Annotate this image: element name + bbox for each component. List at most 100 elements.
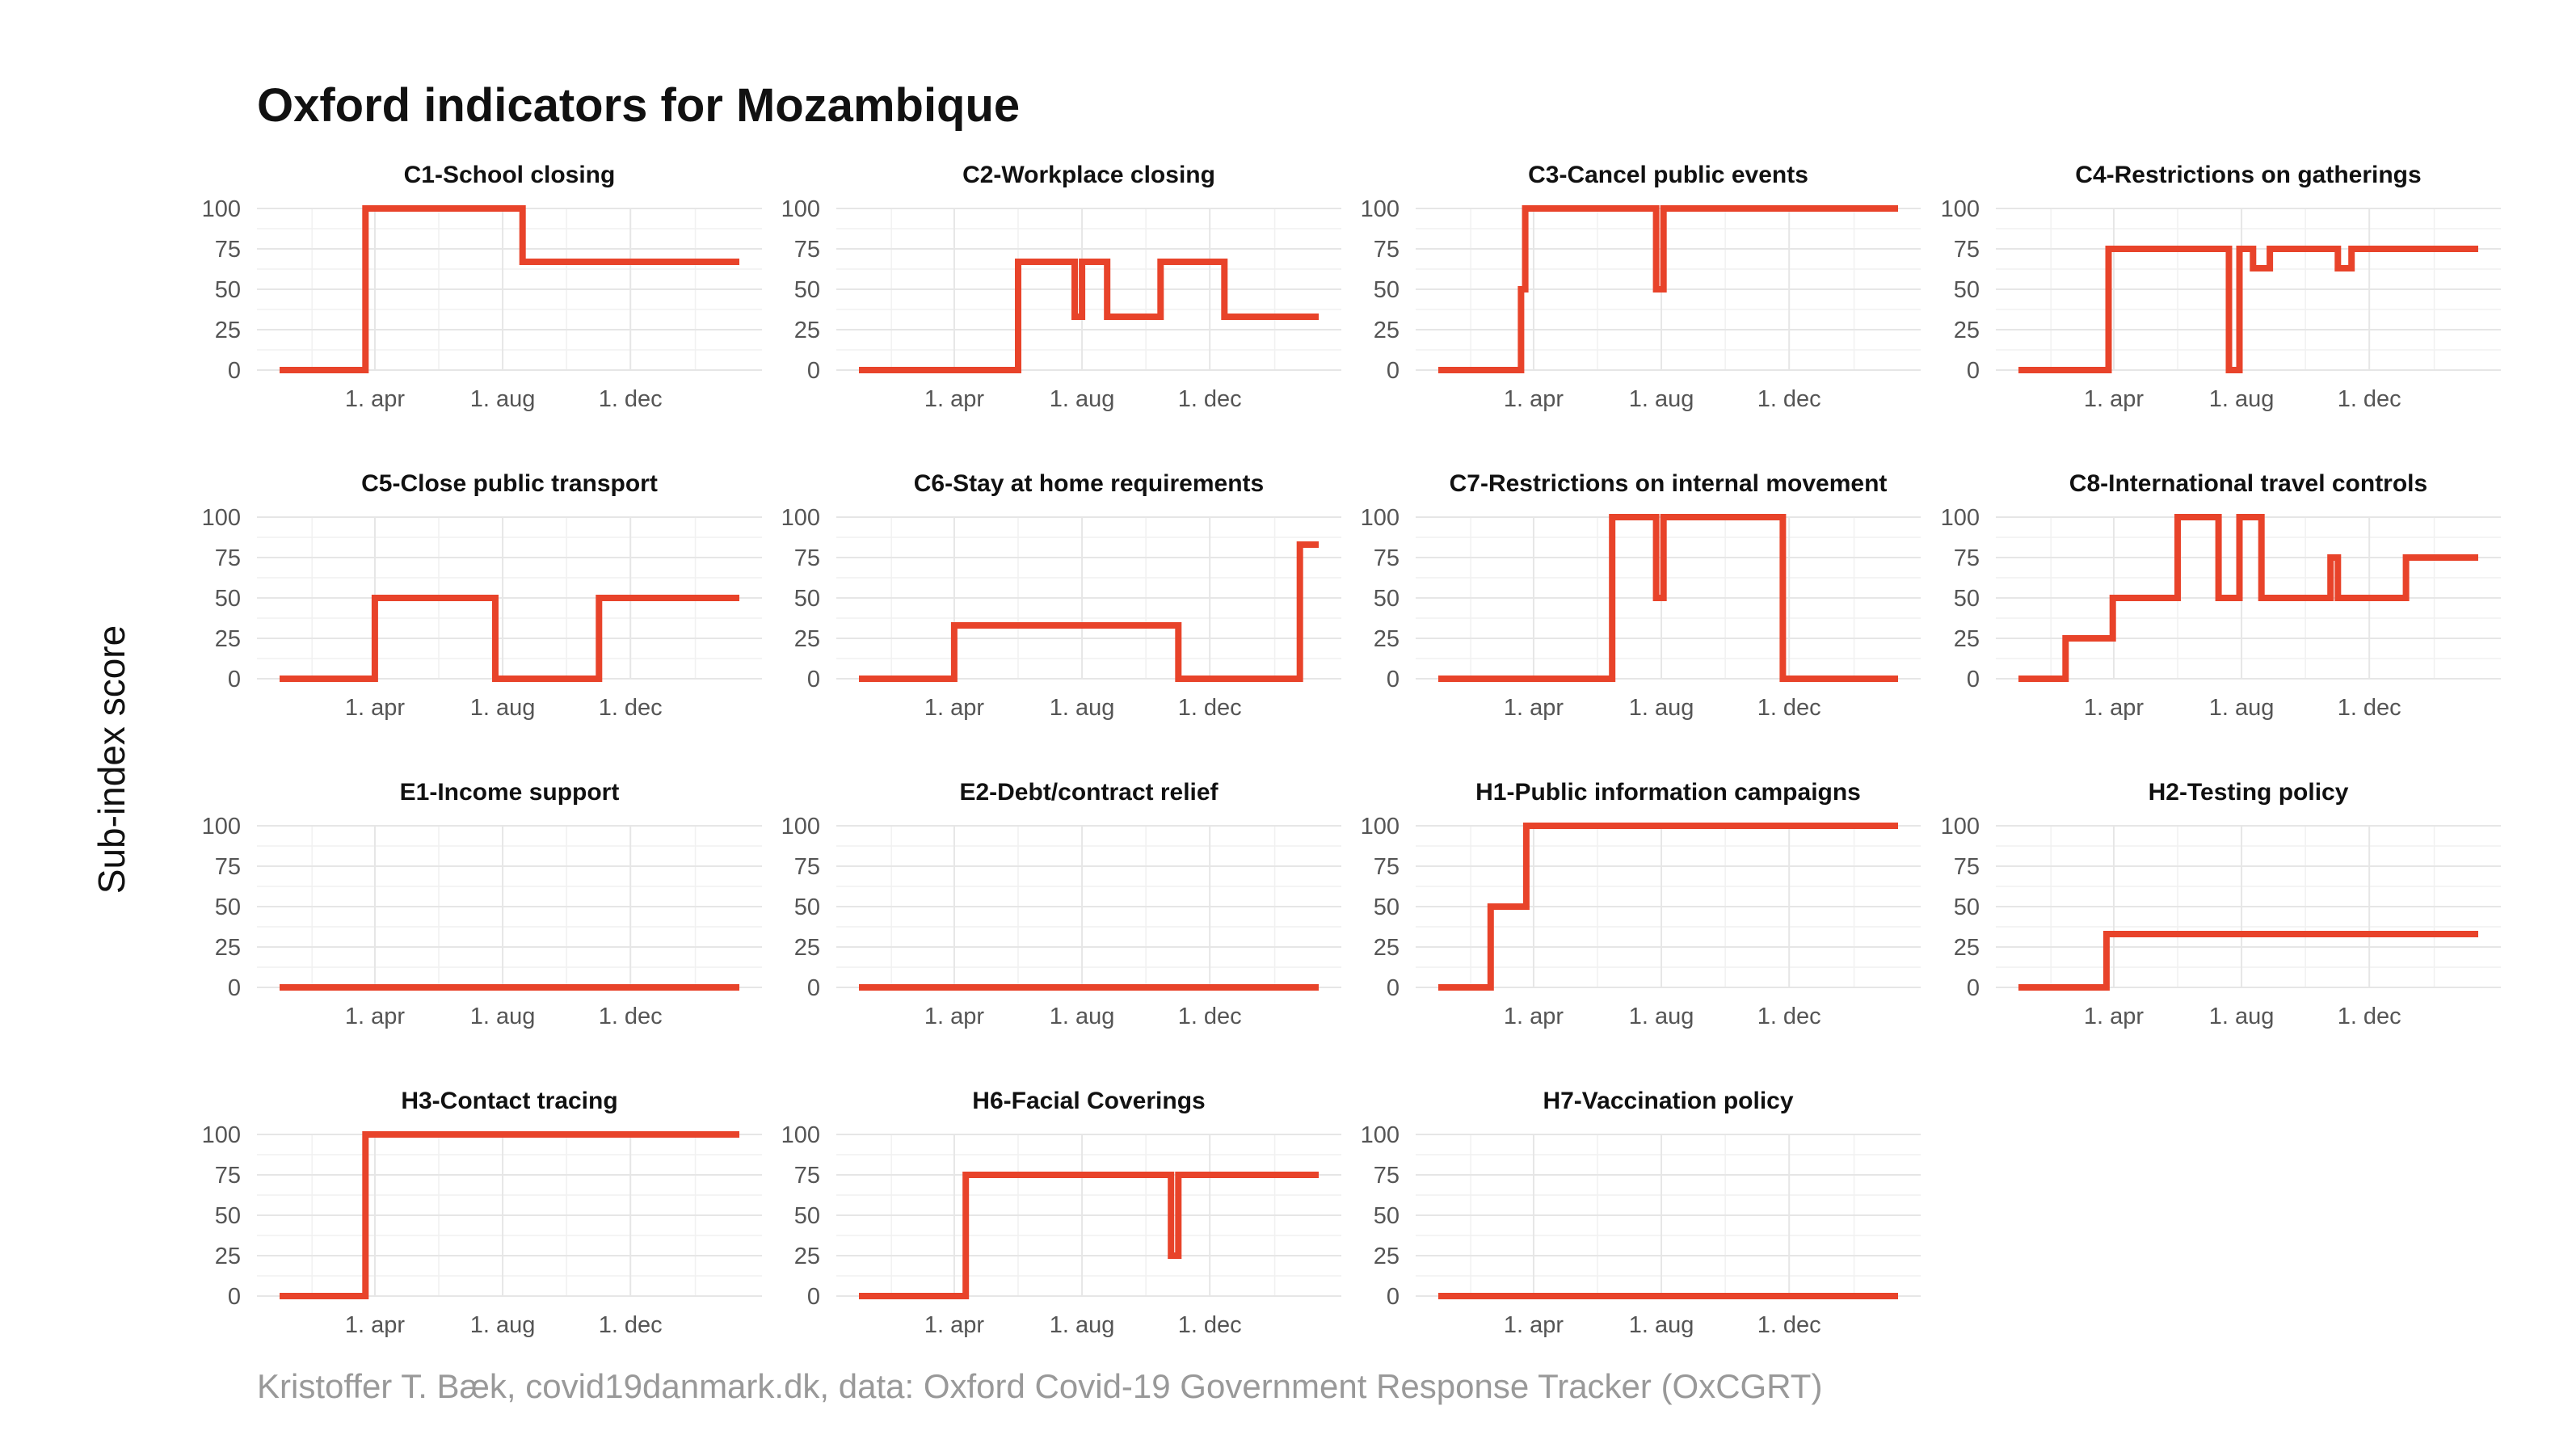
facet-title: C8-International travel controls — [2069, 470, 2427, 497]
x-tick-label: 1. dec — [2338, 695, 2401, 721]
facet-title: H1-Public information campaigns — [1475, 779, 1861, 806]
y-tick-label: 25 — [1954, 318, 1980, 343]
y-tick-label: 0 — [228, 1284, 241, 1310]
series-line — [859, 541, 1319, 682]
y-tick-label: 50 — [215, 586, 241, 612]
facet-panel: H6-Facial Coverings 0 25 50 75 100 1. apr 1. au… — [781, 1088, 1341, 1338]
y-tick-label: 0 — [807, 358, 820, 384]
x-tick-label: 1. aug — [1629, 1004, 1694, 1029]
y-tick-label: 75 — [215, 854, 241, 880]
x-tick-label: 1. aug — [2209, 1004, 2275, 1029]
y-tick-label: 75 — [794, 1163, 820, 1189]
y-tick-label: 75 — [1374, 545, 1400, 571]
chart-title: Oxford indicators for Mozambique — [257, 79, 1021, 132]
x-tick-label: 1. dec — [1757, 695, 1821, 721]
x-tick-label: 1. aug — [1050, 1004, 1115, 1029]
series-line — [2018, 931, 2478, 991]
x-tick-label: 1. dec — [1178, 1312, 1242, 1338]
facet-panel: E2-Debt/contract relief 0 25 50 75 100 1. apr 1… — [781, 779, 1341, 1029]
series-line — [2018, 514, 2478, 682]
facet-panel: C6-Stay at home requirements 0 25 50 75 100 1.… — [781, 470, 1341, 721]
y-tick-label: 25 — [794, 626, 820, 652]
x-tick-label: 1. aug — [1629, 386, 1694, 412]
x-tick-label: 1. apr — [345, 386, 405, 412]
x-tick-label: 1. aug — [2209, 386, 2275, 412]
y-tick-label: 50 — [1954, 586, 1980, 612]
facet-title: E1-Income support — [400, 779, 620, 806]
y-tick-label: 75 — [1374, 237, 1400, 263]
x-tick-label: 1. aug — [470, 695, 536, 721]
y-tick-label: 100 — [1941, 196, 1980, 222]
series-line — [859, 1172, 1319, 1299]
y-tick-label: 100 — [1941, 505, 1980, 531]
facet-panel: C4-Restrictions on gatherings 0 25 50 75 100 1… — [1941, 162, 2501, 412]
y-tick-label: 75 — [215, 1163, 241, 1189]
facet-title: C4-Restrictions on gatherings — [2075, 162, 2421, 188]
x-tick-label: 1. dec — [599, 386, 663, 412]
facet-title: H6-Facial Coverings — [972, 1088, 1205, 1114]
x-tick-label: 1. aug — [2209, 695, 2275, 721]
y-tick-label: 25 — [215, 318, 241, 343]
y-tick-label: 75 — [794, 237, 820, 263]
series-line — [280, 595, 739, 682]
y-tick-label: 100 — [781, 196, 820, 222]
y-tick-label: 75 — [1954, 854, 1980, 880]
x-tick-label: 1. aug — [470, 1004, 536, 1029]
y-tick-label: 50 — [794, 894, 820, 920]
y-tick-label: 100 — [202, 1122, 241, 1148]
y-tick-label: 75 — [215, 545, 241, 571]
x-tick-label: 1. dec — [1178, 1004, 1242, 1029]
y-tick-label: 75 — [794, 854, 820, 880]
x-tick-label: 1. apr — [1504, 695, 1564, 721]
y-tick-label: 0 — [228, 975, 241, 1001]
y-tick-label: 25 — [794, 318, 820, 343]
y-tick-label: 75 — [1954, 545, 1980, 571]
y-tick-label: 50 — [215, 894, 241, 920]
facet-panel: H1-Public information campaigns 0 25 50 75 10… — [1361, 779, 1921, 1029]
y-tick-label: 0 — [228, 667, 241, 692]
x-tick-label: 1. dec — [599, 1004, 663, 1029]
y-tick-label: 0 — [807, 1284, 820, 1310]
x-tick-label: 1. apr — [345, 695, 405, 721]
facet-panel: E1-Income support 0 25 50 75 100 1. apr 1. aug 1… — [202, 779, 762, 1029]
facet-title: H7-Vaccination policy — [1543, 1088, 1793, 1114]
y-tick-label: 50 — [794, 586, 820, 612]
series-line — [1438, 205, 1898, 373]
facet-panel: C1-School closing 0 25 50 75 100 1. apr 1. aug 1… — [202, 162, 762, 412]
facet-panel: C3-Cancel public events 0 25 50 75 100 1. apr 1… — [1361, 162, 1921, 412]
y-tick-label: 75 — [215, 237, 241, 263]
facet-panel: C2-Workplace closing 0 25 50 75 100 1. apr 1. a… — [781, 162, 1341, 412]
y-tick-label: 100 — [1361, 505, 1400, 531]
series-line — [859, 259, 1319, 373]
y-tick-label: 25 — [1374, 626, 1400, 652]
y-tick-label: 0 — [807, 667, 820, 692]
y-tick-label: 100 — [1361, 196, 1400, 222]
y-tick-label: 75 — [794, 545, 820, 571]
x-tick-label: 1. apr — [924, 1004, 984, 1029]
y-tick-label: 50 — [1374, 586, 1400, 612]
facet-panel: C8-International travel controls 0 25 50 75 1… — [1941, 470, 2501, 721]
y-tick-label: 25 — [215, 935, 241, 961]
facet-title: H2-Testing policy — [2149, 779, 2349, 806]
y-tick-label: 50 — [1374, 894, 1400, 920]
y-tick-label: 0 — [1967, 358, 1980, 384]
series-line — [280, 1131, 739, 1299]
facet-title: C2-Workplace closing — [962, 162, 1215, 188]
x-tick-label: 1. apr — [2084, 386, 2144, 412]
y-tick-label: 75 — [1374, 854, 1400, 880]
y-tick-label: 25 — [1374, 318, 1400, 343]
source-caption: Kristoffer T. Bæk, covid19danmark.dk, da… — [257, 1367, 1823, 1405]
y-tick-label: 25 — [1374, 1244, 1400, 1269]
facet-title: C6-Stay at home requirements — [914, 470, 1264, 497]
y-tick-label: 75 — [1954, 237, 1980, 263]
x-tick-label: 1. dec — [1178, 695, 1242, 721]
series-line — [1438, 514, 1898, 682]
x-tick-label: 1. apr — [924, 1312, 984, 1338]
x-tick-label: 1. apr — [924, 695, 984, 721]
facet-panel: H2-Testing policy 0 25 50 75 100 1. apr 1. aug 1… — [1941, 779, 2501, 1029]
y-tick-label: 100 — [781, 505, 820, 531]
x-tick-label: 1. apr — [1504, 386, 1564, 412]
y-tick-label: 100 — [202, 814, 241, 840]
x-tick-label: 1. dec — [2338, 1004, 2401, 1029]
facet-panel: C5-Close public transport 0 25 50 75 100 1. ap… — [202, 470, 762, 721]
